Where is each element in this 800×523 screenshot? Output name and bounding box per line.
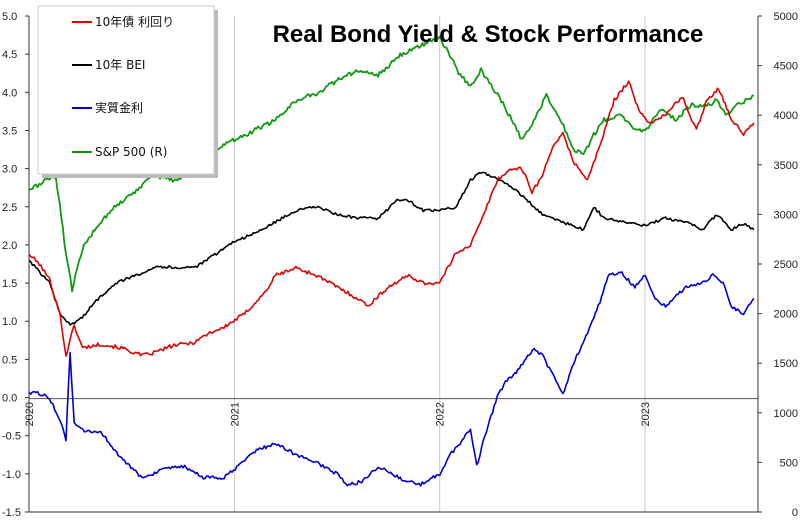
x-tick-label: 2020 xyxy=(24,402,36,426)
y-left-tick-label: 3.5 xyxy=(2,125,17,137)
x-tick-label: 2021 xyxy=(229,402,241,426)
y-left-tick-label: 2.0 xyxy=(2,240,17,252)
y-right-tick-label: 3500 xyxy=(774,160,798,172)
y-left-tick-label: 0.5 xyxy=(2,354,17,366)
series-line xyxy=(28,171,755,326)
series-line xyxy=(28,80,755,357)
legend-label: 10年 BEI xyxy=(95,58,145,72)
series-line xyxy=(28,35,755,293)
y-left-tick-label: 4.5 xyxy=(2,49,17,61)
y-left-tick-label: 3.0 xyxy=(2,164,17,176)
y-left-tick-label: 2.5 xyxy=(2,202,17,214)
y-right-tick-label: 2500 xyxy=(774,259,798,271)
y-left-tick-label: -0.5 xyxy=(2,431,21,443)
y-right-tick-label: 1000 xyxy=(774,408,798,420)
legend-items: 10年債 利回り 10年 BEI 実質金利 S&P 500 (R) xyxy=(72,14,174,159)
y-left-tick-label: 1.5 xyxy=(2,278,17,290)
legend-label: 10年債 利回り xyxy=(95,14,174,29)
x-tick-label: 2022 xyxy=(435,402,447,426)
y-left-tick-label: -1.0 xyxy=(2,469,21,481)
legend-label: 実質金利 xyxy=(95,100,143,115)
y-left-tick-label: 0.0 xyxy=(2,393,17,405)
y-left-tick-label: 1.0 xyxy=(2,316,17,328)
y-right-tick-label: 1500 xyxy=(774,358,798,370)
y-left-tick-label: -1.5 xyxy=(2,507,21,519)
y-left-tick-label: 4.0 xyxy=(2,87,17,99)
chart-title: Real Bond Yield & Stock Performance xyxy=(273,21,704,48)
y-right-tick-label: 500 xyxy=(780,457,798,469)
y-right-tick-label: 0 xyxy=(792,507,798,519)
y-right-tick-label: 4500 xyxy=(774,61,798,73)
y-right-tick-label: 4000 xyxy=(774,110,798,122)
y-right-tick-label: 2000 xyxy=(774,309,798,321)
y-right-tick-label: 3000 xyxy=(774,209,798,221)
legend-background xyxy=(37,5,215,175)
series-line xyxy=(28,271,755,487)
axis-layer: 2020 2021 2022 2023 -1.5 -1.0 -0.5 0.0 0.5 1.0 1.5… xyxy=(2,11,798,519)
legend-box: 10年債 利回り 10年 BEI 実質金利 S&P 500 (R) xyxy=(37,5,218,178)
y-right-tick-label: 5000 xyxy=(774,11,798,23)
series-layer xyxy=(28,35,755,487)
legend-label: S&P 500 (R) xyxy=(95,145,167,159)
y-left-tick-label: 5.0 xyxy=(2,11,17,23)
x-tick-label: 2023 xyxy=(640,402,652,426)
